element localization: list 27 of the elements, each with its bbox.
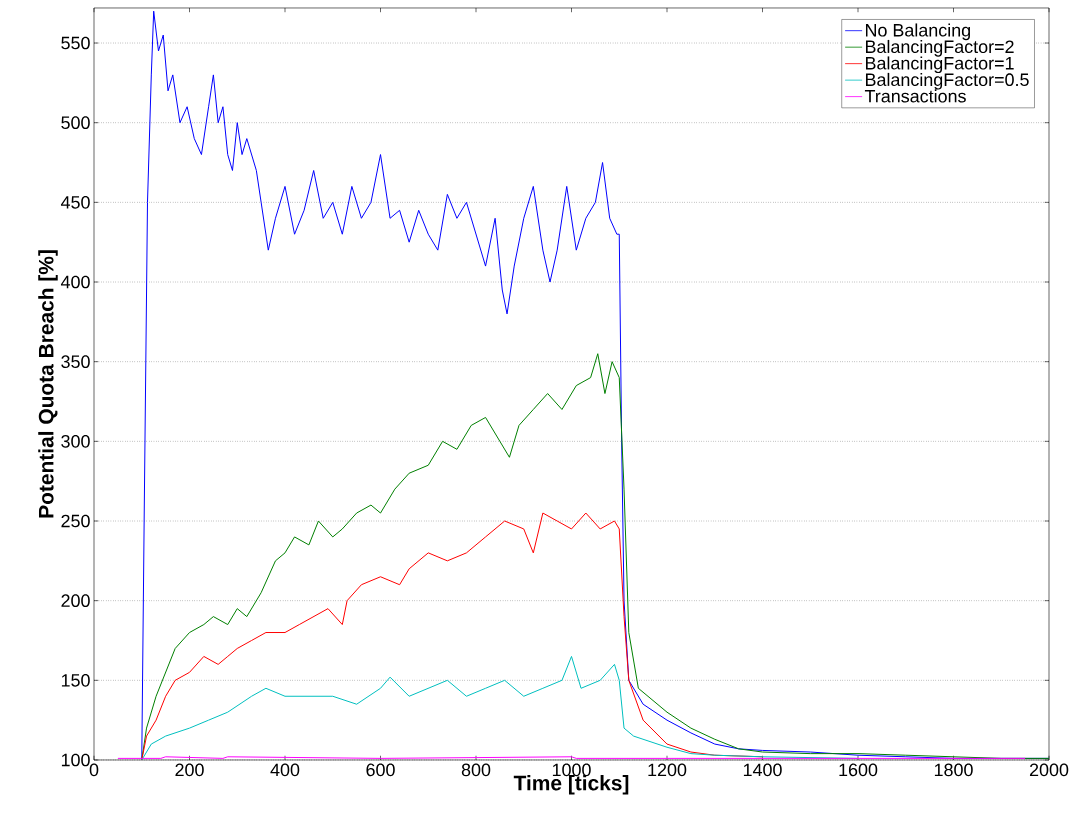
y-tick-label: 200 [61,594,90,608]
y-tick-label: 550 [61,36,90,50]
y-tick-label: 100 [61,753,90,767]
x-tick-label: 0 [89,763,99,777]
y-tick-label: 350 [61,355,90,369]
x-tick-label: 400 [270,763,300,777]
x-tick-label: 600 [366,763,395,777]
x-tick-label: 200 [175,763,204,777]
x-tick-label: 1000 [552,763,591,777]
x-tick-label: 1400 [743,763,782,777]
y-tick-label: 300 [61,434,90,448]
y-tick-label: 400 [60,275,90,289]
legend-label: BalancingFactor=0.5 [865,72,1029,90]
legend-label: No Balancing [865,23,970,41]
x-tick-label: 1600 [839,763,878,777]
legend-label: BalancingFactor=2 [865,39,1014,57]
y-axis-title: Potential Quota Breach [%] [38,250,58,518]
legend-label: BalancingFactor=1 [865,56,1014,74]
y-tick-label: 500 [61,116,90,130]
y-tick-label: 250 [61,514,90,528]
x-tick-label: 1200 [648,763,687,777]
x-tick-label: 1800 [934,763,973,777]
y-tick-label: 150 [61,673,90,687]
legend-label: Transactions [864,89,966,103]
y-tick-label: 450 [60,195,90,209]
x-tick-label: 2000 [1029,763,1069,777]
x-tick-label: 800 [461,763,491,777]
